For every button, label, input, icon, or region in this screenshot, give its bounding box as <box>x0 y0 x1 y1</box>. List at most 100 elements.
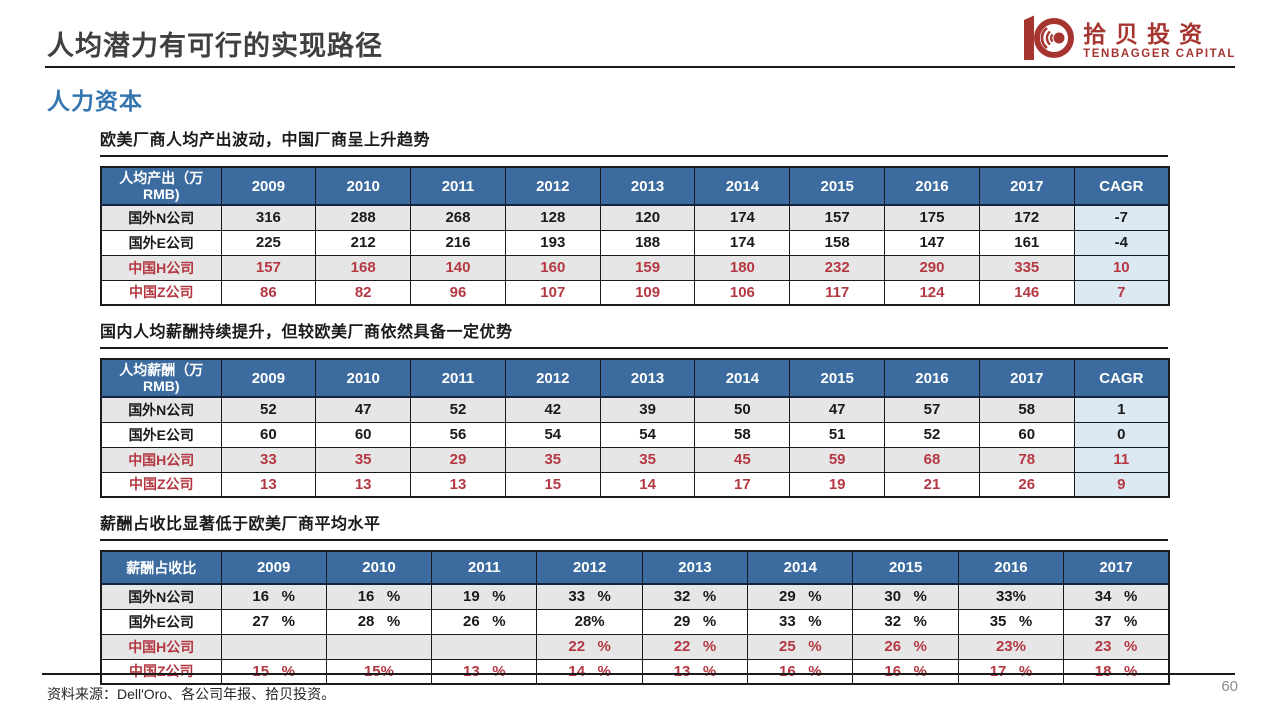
table-cell: 146 <box>978 279 1075 306</box>
column-header: 2011 <box>410 166 506 206</box>
table-cell: 35 <box>504 446 601 473</box>
table-cell: 37 % <box>1063 608 1170 635</box>
column-header: 2014 <box>694 358 791 398</box>
row-label: 国外E公司 <box>100 421 222 448</box>
column-header: 2015 <box>789 358 886 398</box>
column-header: 2010 <box>325 550 433 585</box>
column-header: 2014 <box>747 550 854 585</box>
table-cell: 174 <box>694 204 791 231</box>
row-label-header: 薪酬占收比 <box>100 550 222 585</box>
table-row: 中国H公司 22 % 22 % 25 % 26 % 23% 23 % <box>100 633 1170 660</box>
column-header: 2013 <box>599 358 696 398</box>
row-label: 国外N公司 <box>100 204 222 231</box>
row-label-header: 人均产出（万RMB) <box>100 166 222 206</box>
table-cell: 33 % <box>536 583 643 610</box>
row-label-header: 人均薪酬（万RMB) <box>100 358 222 398</box>
table-row: 国外N公司 16 % 16 % 19 % 33 % 32 % 29 % 30 % 33% 34 % <box>100 583 1170 610</box>
table-cell: 35 <box>599 446 696 473</box>
column-header: CAGR <box>1073 166 1170 206</box>
page-title: 人均潜力有可行的实现路径 <box>47 31 383 61</box>
table-cell: 10 <box>1073 254 1170 281</box>
row-label: 中国Z公司 <box>100 279 222 306</box>
table-cell: 33 % <box>747 608 854 635</box>
table-cell: 288 <box>315 204 412 231</box>
table-cell: 59 <box>789 446 886 473</box>
table-cell: 159 <box>599 254 696 281</box>
table-salary-revenue-ratio: 薪酬占收比 2009 2010 2011 2012 2013 2014 2015 2016 201… <box>100 550 1170 685</box>
table-row: 中国Z公司 86 82 96 107 109 106 117 124 146 7 <box>100 279 1170 306</box>
table-cell: 174 <box>694 229 791 256</box>
table-cell: 23% <box>957 633 1065 660</box>
table-cell: 33% <box>957 583 1065 610</box>
table-cell: 52 <box>410 396 506 423</box>
column-header: 2009 <box>220 358 317 398</box>
table-cell: 290 <box>884 254 980 281</box>
tenbagger-logo-icon <box>1018 13 1075 68</box>
table-cell: 28 % <box>325 608 433 635</box>
table-cell: 128 <box>504 204 601 231</box>
table-block-salary: 国内人均薪酬持续提升，但较欧美厂商依然具备一定优势 人均薪酬（万RMB) 2009… <box>100 318 1170 498</box>
logo-name-en: TENBAGGER CAPITAL <box>1083 47 1236 60</box>
table-cell: 15 <box>504 471 601 498</box>
table-cell: 45 <box>694 446 791 473</box>
row-label: 中国H公司 <box>100 633 222 660</box>
table-cell: 13 <box>410 471 506 498</box>
table-cell: 161 <box>978 229 1075 256</box>
table-cell: 0 <box>1073 421 1170 448</box>
table-cell: 1 <box>1073 396 1170 423</box>
column-header: 2012 <box>504 166 601 206</box>
table-cell: 175 <box>884 204 980 231</box>
table-row: 国外N公司 52 47 52 42 39 50 47 57 58 1 <box>100 396 1170 423</box>
table-row: 国外E公司 60 60 56 54 54 58 51 52 60 0 <box>100 421 1170 448</box>
table-row: 国外E公司 225 212 216 193 188 174 158 147 161 -4 <box>100 229 1170 256</box>
table-cell: 107 <box>504 279 601 306</box>
column-header: 2011 <box>410 358 506 398</box>
table-cell: 109 <box>599 279 696 306</box>
table-cell: -7 <box>1073 204 1170 231</box>
table-per-capita-output: 人均产出（万RMB) 2009 2010 2011 2012 2013 2014 2015 20… <box>100 166 1170 306</box>
table-cell: 158 <box>789 229 886 256</box>
row-label: 国外N公司 <box>100 583 222 610</box>
table-cell: 316 <box>220 204 317 231</box>
column-header: 2013 <box>641 550 749 585</box>
table-cell: 27 % <box>220 608 327 635</box>
footer-divider <box>42 673 1235 675</box>
table-row: 中国H公司 157 168 140 160 159 180 232 290 335 10 <box>100 254 1170 281</box>
table-cell: 54 <box>599 421 696 448</box>
row-label: 中国H公司 <box>100 254 222 281</box>
table-cell <box>431 633 538 660</box>
table-cell: 26 % <box>852 633 959 660</box>
logo-name-cn: 拾贝投资 <box>1083 20 1212 47</box>
table-cell: 14 % <box>536 658 643 685</box>
table-cell: 96 <box>410 279 506 306</box>
table-cell: 60 <box>978 421 1075 448</box>
table-cell: 160 <box>504 254 601 281</box>
table-cell: 172 <box>978 204 1075 231</box>
table-cell: 16 % <box>747 658 854 685</box>
table-cell: 180 <box>694 254 791 281</box>
table-cell: 16 % <box>852 658 959 685</box>
table-cell: 268 <box>410 204 506 231</box>
column-header: 2016 <box>957 550 1065 585</box>
table-cell: 33 <box>220 446 317 473</box>
table-row: 中国H公司 33 35 29 35 35 45 59 68 78 11 <box>100 446 1170 473</box>
table-cell: 47 <box>315 396 412 423</box>
table-cell: 29 % <box>641 608 749 635</box>
column-header: 2013 <box>599 166 696 206</box>
table-cell: 335 <box>978 254 1075 281</box>
table-cell: 58 <box>978 396 1075 423</box>
table-cell: 26 % <box>431 608 538 635</box>
table-cell: 30 % <box>852 583 959 610</box>
table-cell: 50 <box>694 396 791 423</box>
table-cell: 16 % <box>325 583 433 610</box>
column-header: 2009 <box>220 550 327 585</box>
table-title-output: 欧美厂商人均产出波动，中国厂商呈上升趋势 <box>100 126 1168 157</box>
table-cell: 18 % <box>1063 658 1170 685</box>
table-cell: 52 <box>220 396 317 423</box>
table-cell: 117 <box>789 279 886 306</box>
table-cell: 60 <box>315 421 412 448</box>
table-cell: -4 <box>1073 229 1170 256</box>
column-header: 2010 <box>315 358 412 398</box>
table-cell: 68 <box>884 446 980 473</box>
